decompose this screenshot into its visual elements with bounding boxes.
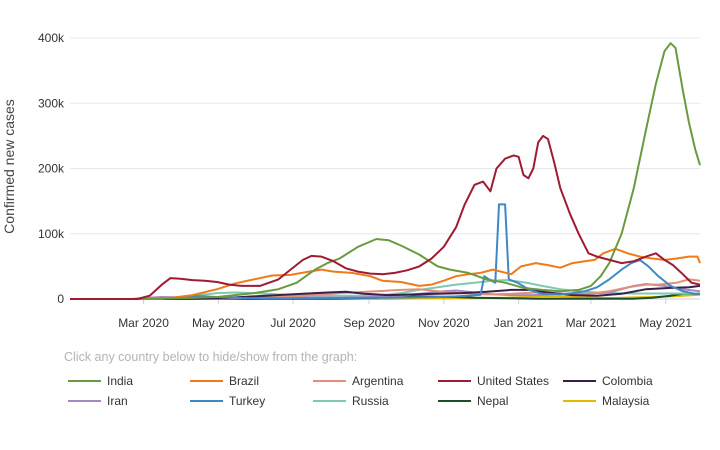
x-tick-label: Mar 2020 [118, 316, 169, 330]
y-tick-label: 0 [57, 292, 64, 306]
series-line-russia [70, 279, 700, 300]
legend-item-russia[interactable]: Russia [313, 394, 389, 408]
x-tick-label: May 2021 [639, 316, 692, 330]
legend-item-india[interactable]: India [68, 374, 133, 388]
legend-label: Nepal [477, 394, 509, 408]
y-axis-ticks: 0 100k 200k 300k 400k [38, 31, 65, 306]
legend-swatch [68, 380, 101, 382]
legend-swatch [313, 380, 346, 382]
series-line-india [70, 42, 701, 300]
series-line-united-states [70, 134, 701, 300]
legend-label: Iran [107, 394, 128, 408]
legend-swatch [68, 400, 101, 402]
x-tick-label: Jan 2021 [494, 316, 544, 330]
legend-item-nepal[interactable]: Nepal [438, 394, 508, 408]
legend-item-iran[interactable]: Iran [68, 394, 128, 408]
legend-item-colombia[interactable]: Colombia [563, 374, 653, 388]
x-tick-label: Mar 2021 [566, 316, 617, 330]
legend-label: Argentina [352, 374, 404, 388]
legend-label: Turkey [229, 394, 266, 408]
y-tick-label: 100k [38, 227, 65, 241]
series-line-argentina [70, 278, 701, 300]
legend-label: Malaysia [602, 394, 650, 408]
legend-label: United States [477, 374, 550, 388]
legend-item-malaysia[interactable]: Malaysia [563, 394, 649, 408]
y-tick-label: 200k [38, 162, 65, 176]
legend-swatch [190, 380, 223, 382]
legend-swatch [438, 400, 471, 402]
gridlines [70, 37, 700, 235]
legend-hint: Click any country below to hide/show fro… [64, 350, 358, 364]
legend-swatch [313, 400, 346, 402]
legend-label: India [107, 374, 134, 388]
legend-label: Russia [352, 394, 389, 408]
series-line-colombia [70, 284, 701, 300]
x-tick-label: Nov 2020 [418, 316, 470, 330]
legend-swatch [190, 400, 223, 402]
x-tick-label: May 2020 [192, 316, 245, 330]
legend-item-brazil[interactable]: Brazil [190, 374, 259, 388]
legend-label: Colombia [602, 374, 653, 388]
x-axis-ticks: Mar 2020 May 2020 Jul 2020 Sep 2020 Nov 2020… [118, 299, 692, 330]
legend-swatch [438, 380, 471, 382]
legend-swatch [563, 380, 596, 382]
y-tick-label: 400k [38, 31, 65, 45]
series-lines [70, 42, 701, 300]
series-line-brazil [70, 247, 701, 300]
legend-item-united-states[interactable]: United States [438, 374, 549, 388]
y-axis-label: Confirmed new cases [1, 99, 17, 234]
legend-item-argentina[interactable]: Argentina [313, 374, 403, 388]
x-tick-label: Jul 2020 [270, 316, 316, 330]
legend-swatch [563, 400, 596, 402]
y-tick-label: 300k [38, 96, 65, 110]
legend-label: Brazil [229, 374, 260, 388]
x-tick-label: Sep 2020 [343, 316, 395, 330]
legend-item-turkey[interactable]: Turkey [190, 394, 265, 408]
line-chart: 0 100k 200k 300k 400k Mar 2020 May 2020 Jul 20… [1, 31, 701, 330]
